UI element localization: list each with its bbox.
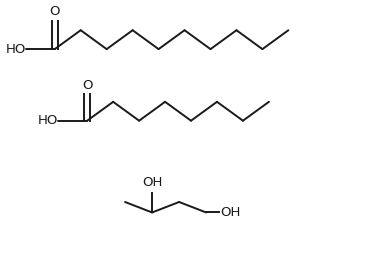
Text: OH: OH bbox=[220, 206, 241, 219]
Text: OH: OH bbox=[142, 176, 162, 189]
Text: HO: HO bbox=[6, 43, 26, 56]
Text: HO: HO bbox=[38, 114, 59, 127]
Text: O: O bbox=[50, 6, 60, 19]
Text: O: O bbox=[82, 79, 92, 92]
